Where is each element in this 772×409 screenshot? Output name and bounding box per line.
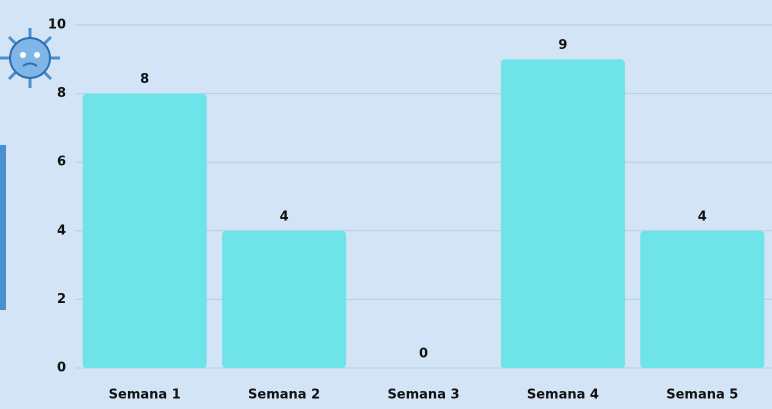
bar (222, 231, 346, 368)
value-label: 0 (419, 347, 428, 362)
y-tick-label: 10 (48, 18, 66, 33)
value-label: 9 (558, 38, 567, 53)
bar (83, 94, 207, 368)
side-accent (0, 145, 6, 310)
y-tick-label: 8 (57, 86, 66, 101)
y-tick-label: 6 (57, 155, 66, 170)
bar (501, 59, 625, 368)
value-label: 8 (140, 72, 149, 87)
value-label: 4 (698, 209, 707, 224)
page: 0 2 4 6 8 10 Semana 1 8 Semana 2 4 Semana 3 0 Semana… (0, 0, 772, 409)
y-tick-label: 0 (57, 361, 66, 376)
bar (640, 231, 764, 368)
x-tick-label: Semana 4 (527, 388, 599, 403)
x-tick-label: Semana 1 (109, 388, 181, 403)
virus-icon (0, 28, 60, 88)
y-tick-label: 2 (57, 292, 66, 307)
x-tick-label: Semana 2 (248, 388, 320, 403)
x-tick-label: Semana 5 (666, 388, 738, 403)
chart: 0 2 4 6 8 10 Semana 1 8 Semana 2 4 Semana 3 0 Semana… (0, 0, 772, 409)
x-tick-label: Semana 3 (387, 388, 459, 403)
value-label: 4 (280, 209, 289, 224)
y-tick-label: 4 (57, 223, 66, 238)
